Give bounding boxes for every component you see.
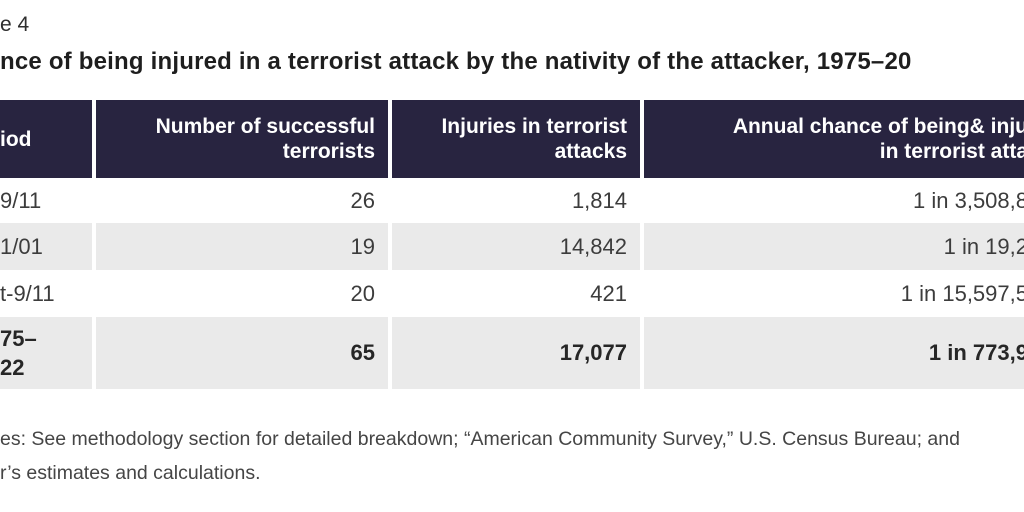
cell-terrorists: 26 [96, 178, 388, 223]
cell-injuries: 1,814 [392, 178, 640, 223]
cell-injuries: 17,077 [392, 317, 640, 389]
table-number-label: e 4 [0, 13, 30, 36]
cell-terrorists: 19 [96, 223, 388, 270]
cell-period: 1/01 [0, 223, 92, 270]
cell-terrorists: 20 [96, 270, 388, 317]
source-notes-line-1: es: See methodology section for detailed… [0, 428, 960, 450]
source-notes: es: See methodology section for detailed… [0, 422, 960, 490]
table-total-row: 75– 22 65 17,077 1 in 773,9 [0, 317, 1024, 389]
cell-period: 9/11 [0, 178, 92, 223]
cell-terrorists: 65 [96, 317, 388, 389]
header-cell-terrorists: Number of successful terrorists [96, 100, 388, 178]
cell-injuries: 14,842 [392, 223, 640, 270]
table-header-row: iod Number of successful terrorists Inju… [0, 100, 1024, 178]
cell-chance: 1 in 19,2 [644, 223, 1024, 270]
header-cell-period: iod [0, 100, 92, 178]
cell-injuries: 421 [392, 270, 640, 317]
table-row: 9/11 26 1,814 1 in 3,508,8 [0, 178, 1024, 223]
cell-period: 75– 22 [0, 317, 92, 389]
cell-chance: 1 in 3,508,8 [644, 178, 1024, 223]
cell-chance: 1 in 15,597,5 [644, 270, 1024, 317]
header-cell-chance: Annual chance of being& inju in terroris… [644, 100, 1024, 178]
table-row: 1/01 19 14,842 1 in 19,2 [0, 223, 1024, 270]
cell-period: t-9/11 [0, 270, 92, 317]
table-title: nce of being injured in a terrorist atta… [0, 48, 912, 75]
table-row: t-9/11 20 421 1 in 15,597,5 [0, 270, 1024, 317]
header-cell-injuries: Injuries in terrorist attacks [392, 100, 640, 178]
source-notes-line-2: r’s estimates and calculations. [0, 462, 261, 484]
cell-chance: 1 in 773,9 [644, 317, 1024, 389]
